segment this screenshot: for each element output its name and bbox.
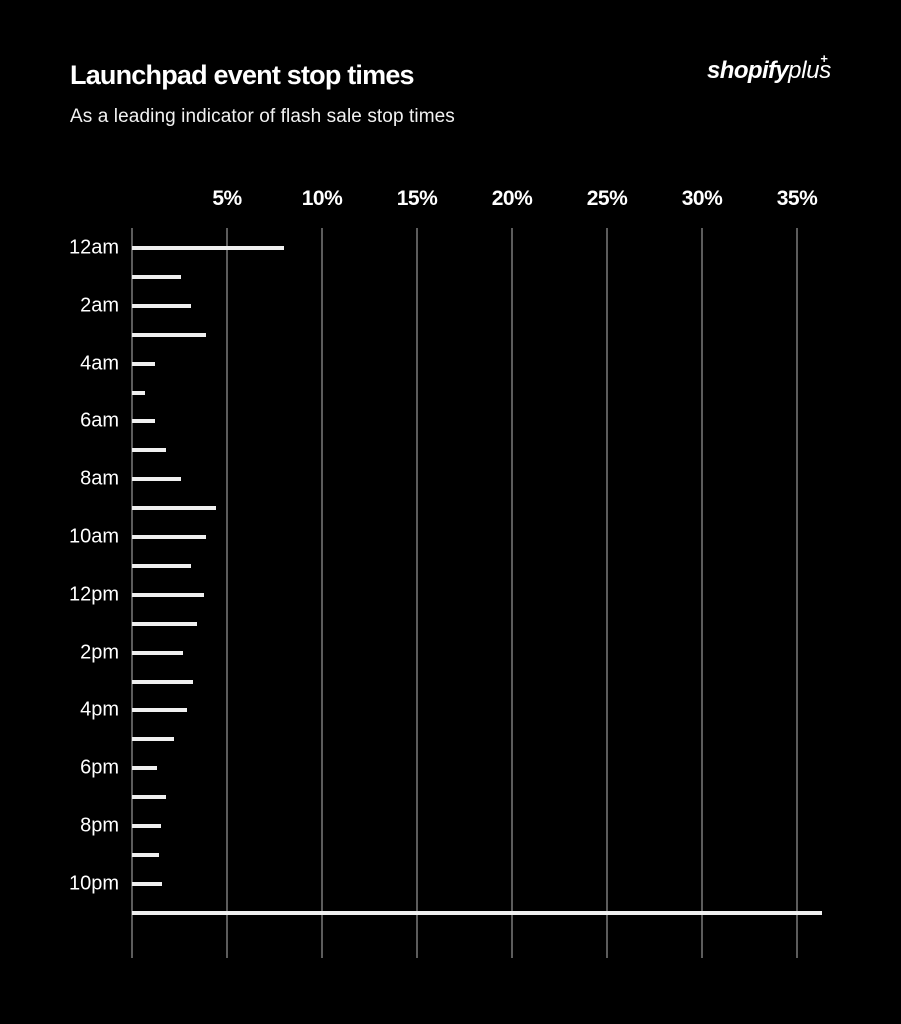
x-tick-label-20pct: 20% [491, 187, 533, 210]
bar-7am [132, 448, 167, 453]
x-tick-label-15pct: 15% [396, 187, 438, 210]
gridline-30pct [701, 228, 703, 958]
gridline-10pct [321, 228, 323, 958]
gridline-20pct [511, 228, 513, 958]
bar-1am [132, 274, 182, 279]
x-tick-label-25pct: 25% [586, 187, 628, 210]
y-tick-label-4pm: 4pm [80, 698, 119, 721]
bar-2am [132, 303, 191, 308]
bar-5pm [132, 737, 174, 742]
gridline-15pct [416, 228, 418, 958]
gridline-35pct [796, 228, 798, 958]
gridline-5pct [226, 228, 228, 958]
bar-2pm [132, 650, 184, 655]
bar-3pm [132, 679, 193, 684]
y-tick-label-10am: 10am [68, 525, 119, 548]
y-tick-label-12am: 12am [68, 236, 119, 259]
bar-1pm [132, 621, 197, 626]
bar-5am [132, 390, 146, 395]
bar-10am [132, 535, 207, 539]
y-tick-label-4am: 4am [80, 352, 119, 375]
bar-6am [132, 419, 155, 424]
bar-4pm [132, 708, 188, 713]
x-tick-label-30pct: 30% [681, 187, 723, 210]
bar-10pm [132, 881, 163, 886]
x-tick-label-10pct: 10% [301, 187, 343, 210]
y-tick-label-12pm: 12pm [68, 583, 119, 606]
bar-11am [132, 563, 191, 568]
y-tick-label-2am: 2am [80, 294, 119, 317]
bar-8pm [132, 824, 161, 828]
bar-12pm [132, 592, 205, 597]
plus-icon: + [820, 51, 828, 66]
y-tick-label-6pm: 6pm [80, 756, 119, 779]
y-tick-label-2pm: 2pm [80, 641, 119, 664]
bar-3am [132, 332, 207, 337]
y-tick-label-6am: 6am [80, 409, 119, 432]
bar-6pm [132, 766, 157, 771]
bar-11pm [132, 910, 822, 915]
chart-title: Launchpad event stop times [70, 60, 415, 90]
y-tick-label-8pm: 8pm [80, 814, 119, 837]
y-tick-label-8am: 8am [80, 467, 119, 490]
y-tick-label-10pm: 10pm [68, 872, 119, 895]
bar-8am [132, 477, 182, 482]
logo-plus-text: plus [788, 57, 831, 84]
chart-subtitle: As a leading indicator of flash sale sto… [70, 106, 455, 127]
bar-12am [132, 246, 284, 250]
gridline-25pct [606, 228, 608, 958]
bar-9am [132, 506, 216, 511]
bar-4am [132, 361, 155, 366]
shopify-plus-logo: shopifyplus + [707, 51, 831, 85]
x-tick-label-5pct: 5% [212, 187, 242, 210]
bar-9pm [132, 852, 159, 857]
x-tick-label-35pct: 35% [776, 187, 818, 210]
logo-shopify-text: shopify [707, 57, 789, 84]
bar-7pm [132, 795, 167, 800]
